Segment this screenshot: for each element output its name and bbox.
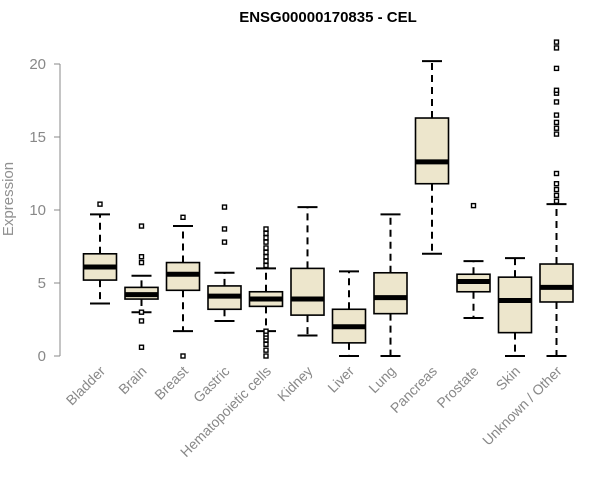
x-tick-label: Liver	[324, 363, 357, 396]
box-breast	[165, 214, 201, 359]
outlier-point	[263, 245, 269, 251]
box-brain	[124, 223, 159, 350]
outlier-point	[263, 353, 269, 359]
y-tick-label: 5	[38, 275, 46, 292]
y-tick-label: 15	[29, 129, 46, 146]
outlier-point	[221, 239, 228, 245]
y-axis: 0 5 10 15 20	[29, 56, 61, 365]
outlier-point	[263, 262, 269, 269]
x-tick-label: Kidney	[274, 363, 316, 405]
outlier-point	[138, 223, 145, 229]
x-tick-label: Breast	[151, 363, 191, 403]
chart-title: ENSG00000170835 - CEL	[239, 9, 417, 26]
box-liver	[331, 270, 367, 357]
outlier-point	[553, 131, 560, 137]
outlier-point	[138, 344, 145, 350]
x-tick-label: Skin	[493, 363, 524, 394]
outlier-point	[263, 249, 269, 256]
outlier-point	[138, 318, 145, 324]
x-tick-label: Lung	[365, 363, 398, 396]
box-iqr	[290, 267, 325, 316]
outlier-point	[553, 99, 560, 105]
x-tick-label: Bladder	[63, 363, 109, 409]
box-lung	[373, 213, 408, 357]
outlier-point	[553, 112, 560, 118]
outlier-point	[553, 39, 560, 45]
outlier-point	[553, 119, 560, 126]
outlier-point	[553, 87, 560, 93]
box-unknown-other	[539, 39, 574, 357]
box-bladder	[82, 201, 118, 305]
y-axis-label: Expression	[0, 162, 17, 236]
outlier-point	[138, 259, 145, 266]
box-prostate	[456, 202, 491, 320]
outlier-point	[180, 353, 186, 359]
outlier-point	[263, 254, 269, 260]
outlier-point	[553, 192, 560, 199]
outlier-point	[263, 341, 269, 348]
outlier-point	[263, 235, 269, 241]
outlier-point	[221, 226, 228, 232]
box-iqr	[497, 276, 533, 334]
box-skin	[497, 257, 533, 357]
outlier-point	[263, 239, 269, 245]
box-iqr	[373, 271, 408, 315]
box-group	[82, 39, 574, 359]
outlier-point	[553, 65, 560, 72]
x-tick-label: Brain	[115, 363, 149, 397]
outlier-point	[263, 347, 269, 353]
outlier-point	[553, 186, 560, 193]
outlier-point	[263, 226, 269, 232]
outlier-point	[221, 204, 228, 210]
box-iqr	[539, 263, 574, 303]
box-gastric	[207, 204, 242, 322]
box-pancreas	[414, 60, 450, 255]
outlier-point	[553, 45, 560, 51]
outlier-point	[553, 181, 560, 187]
x-tick-label: Unknown / Other	[479, 363, 565, 449]
y-tick-label: 0	[38, 348, 46, 365]
y-tick-label: 10	[29, 202, 46, 219]
outlier-point	[553, 198, 560, 204]
outlier-point	[180, 214, 186, 221]
outlier-point	[263, 328, 269, 334]
outlier-point	[138, 254, 145, 260]
x-tick-label: Prostate	[433, 363, 481, 411]
outlier-point	[97, 201, 103, 207]
outlier-point	[138, 309, 145, 315]
box-hematopoietic-cells	[248, 226, 284, 359]
outlier-point	[553, 125, 560, 131]
outlier-point	[470, 202, 477, 209]
box-iqr	[414, 117, 450, 185]
box-kidney	[290, 206, 325, 337]
y-tick-label: 20	[29, 56, 46, 73]
outlier-point	[263, 230, 269, 237]
outlier-point	[553, 170, 560, 177]
outlier-point	[263, 258, 269, 264]
